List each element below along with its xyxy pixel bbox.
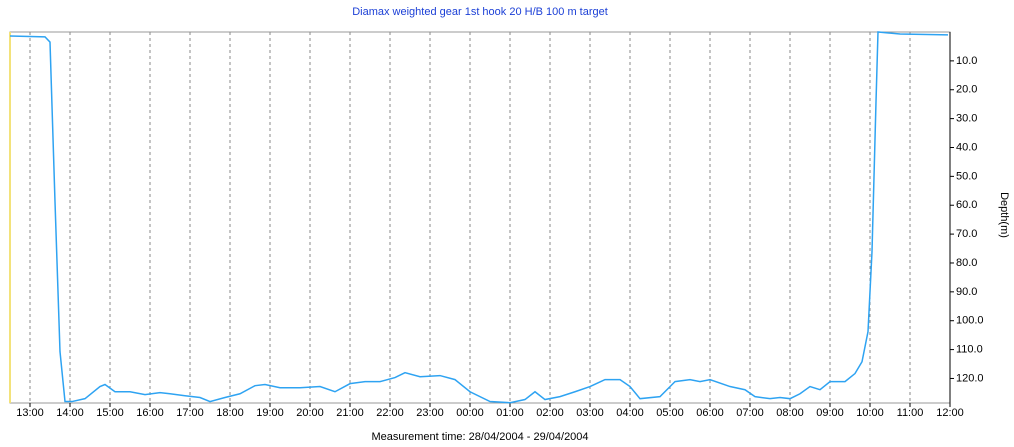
y-tick-label: 10.0 [956,55,977,67]
y-tick-label: 90.0 [956,286,977,298]
x-tick-label: 07:00 [736,407,764,419]
x-tick-label: 04:00 [616,407,644,419]
x-tick-label: 03:00 [576,407,604,419]
x-tick-label: 15:00 [96,407,124,419]
x-tick-label: 13:00 [16,407,44,419]
x-tick-label: 17:00 [176,407,204,419]
x-tick-label: 11:00 [897,407,924,419]
x-tick-label: 18:00 [216,407,244,419]
x-tick-label: 16:00 [136,407,164,419]
y-tick-label: 110.0 [956,343,983,355]
y-tick-label: 80.0 [956,257,977,269]
data-line [9,31,949,404]
y-tick-label: 50.0 [956,170,977,182]
y-tick-label: 120.0 [956,372,984,384]
chart-title: Diamax weighted gear 1st hook 20 H/B 100… [352,6,608,18]
x-tick-label: 22:00 [376,407,404,419]
y-tick-label: 60.0 [956,199,977,211]
x-tick-label: 06:00 [696,407,724,419]
plot-area [9,31,951,404]
y-tick-label: 100.0 [956,315,984,327]
x-tick-label: 02:00 [536,407,564,419]
x-tick-label: 20:00 [296,407,324,419]
x-axis-label: Measurement time: 28/04/2004 - 29/04/200… [371,431,588,443]
x-tick-label: 19:00 [256,407,284,419]
y-tick-label: 70.0 [956,228,977,240]
x-tick-label: 00:00 [456,407,484,419]
y-tick-label: 40.0 [956,141,977,153]
x-tick-label: 10:00 [856,407,884,419]
x-tick-label: 09:00 [816,407,844,419]
x-tick-label: 23:00 [416,407,444,419]
x-tick-label: 01:00 [496,407,524,419]
x-tick-label: 12:00 [936,407,964,419]
y-tick-label: 30.0 [956,113,977,125]
x-tick-label: 14:00 [56,407,84,419]
x-tick-label: 21:00 [336,407,364,419]
y-axis-label: Depth(m) [998,192,1010,238]
x-tick-label: 08:00 [776,407,804,419]
x-tick-label: 05:00 [656,407,684,419]
y-tick-label: 20.0 [956,84,977,96]
